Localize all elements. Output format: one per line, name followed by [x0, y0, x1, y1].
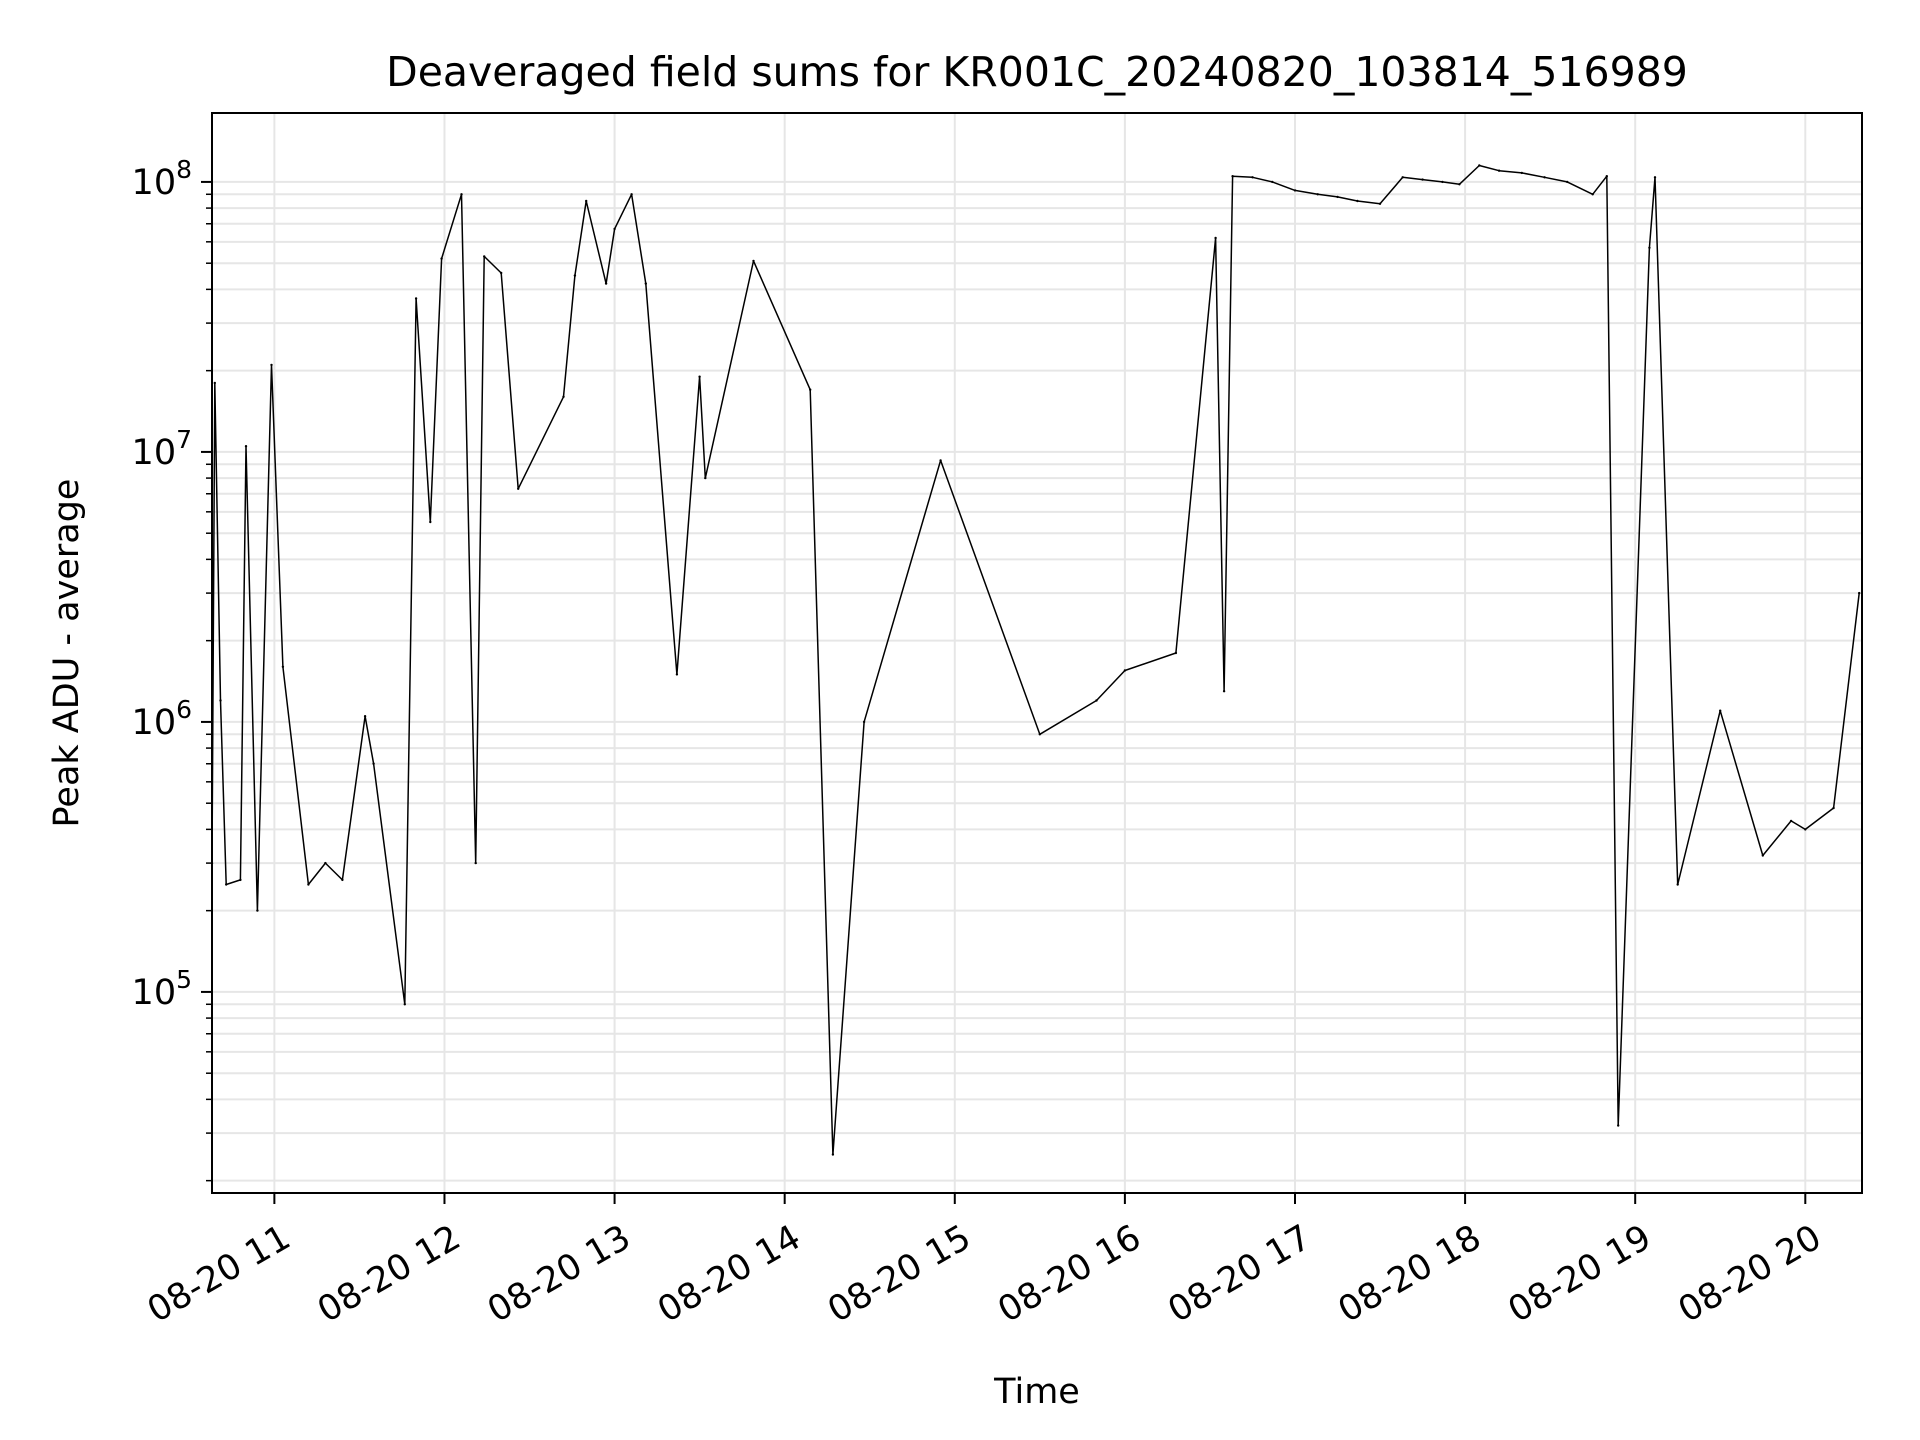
series-point [219, 699, 222, 702]
series-point [1653, 176, 1657, 179]
series-point [1174, 651, 1178, 655]
series-point [1617, 1124, 1620, 1127]
series-point [1421, 178, 1424, 181]
chart-title: Deaveraged field sums for KR001C_2024082… [386, 48, 1688, 96]
series-point [213, 381, 216, 385]
series-point [1566, 180, 1569, 184]
series-point [862, 720, 866, 724]
series-point [1591, 193, 1594, 196]
series-point [307, 883, 310, 886]
y-tick-label: 105 [132, 965, 192, 1013]
series-point [1520, 171, 1524, 175]
series-point [1478, 164, 1481, 167]
series-point [1832, 806, 1835, 810]
series-point [1271, 180, 1274, 184]
series-point [517, 487, 520, 490]
series-point [1038, 733, 1042, 736]
series-point [1401, 176, 1404, 179]
series-point [1789, 819, 1793, 823]
plot-frame [211, 112, 1863, 1194]
series-point [225, 883, 228, 886]
y-tick-base: 10 [132, 433, 177, 473]
series-point [585, 199, 588, 203]
y-tick-base: 10 [132, 703, 177, 743]
series-point [704, 476, 707, 480]
series-point [1676, 883, 1679, 886]
series-point [831, 1153, 835, 1156]
y-tick-exponent: 8 [176, 155, 192, 184]
series-point [414, 297, 418, 300]
grid [212, 113, 1862, 1193]
series-point [644, 282, 647, 285]
series-point [1356, 199, 1359, 203]
series-point [1214, 236, 1217, 240]
series-point [500, 271, 503, 275]
series-line-group [210, 164, 1861, 1156]
series-point [1222, 690, 1226, 693]
series-point [239, 878, 242, 882]
series-point [341, 878, 344, 882]
series-point [403, 1003, 406, 1006]
series-point [1605, 175, 1609, 178]
series-point [1095, 699, 1098, 702]
series-point [363, 715, 367, 718]
y-tick-label: 108 [132, 155, 192, 203]
y-tick-exponent: 7 [176, 425, 192, 454]
series-point [1231, 175, 1234, 178]
series-point [752, 259, 755, 263]
series-point [1497, 169, 1501, 172]
series-point [372, 762, 375, 765]
series-point [1719, 709, 1722, 712]
series-point [1251, 176, 1254, 179]
series-point [1378, 202, 1382, 205]
series-point [1648, 246, 1651, 249]
series-point [1336, 195, 1339, 199]
series-point [1543, 176, 1546, 179]
series-point [483, 255, 486, 258]
series-point [460, 193, 463, 196]
series-point [1858, 591, 1861, 595]
series-point [939, 459, 942, 462]
y-tick-exponent: 6 [176, 695, 192, 724]
series-point [281, 665, 285, 668]
series-point [698, 375, 701, 378]
series-point [1804, 828, 1807, 831]
y-tick-base: 10 [132, 973, 177, 1013]
series-point [809, 388, 812, 391]
y-tick-label: 106 [132, 695, 192, 743]
series-point [474, 861, 477, 865]
series-point [429, 520, 432, 524]
y-tick-label: 107 [132, 425, 192, 473]
series-point [604, 282, 608, 285]
series-point [1761, 854, 1765, 857]
series-point [1123, 669, 1127, 672]
series-point [1316, 193, 1319, 196]
series-point [630, 193, 633, 196]
series-point [1293, 189, 1297, 192]
y-tick-exponent: 5 [176, 965, 192, 994]
series-point [244, 445, 248, 448]
y-axis-label: Peak ADU - average [47, 479, 87, 828]
series-point [573, 274, 577, 277]
series-point [324, 861, 327, 865]
series-point [562, 395, 565, 398]
y-tick-base: 10 [132, 163, 177, 203]
series-point [270, 363, 273, 367]
x-axis-label: Time [993, 1372, 1080, 1412]
series-point [1441, 180, 1444, 184]
series-point [256, 909, 259, 912]
series-point [675, 673, 679, 676]
series-point [440, 257, 443, 260]
series-point [613, 227, 616, 231]
series-point [1458, 183, 1461, 186]
